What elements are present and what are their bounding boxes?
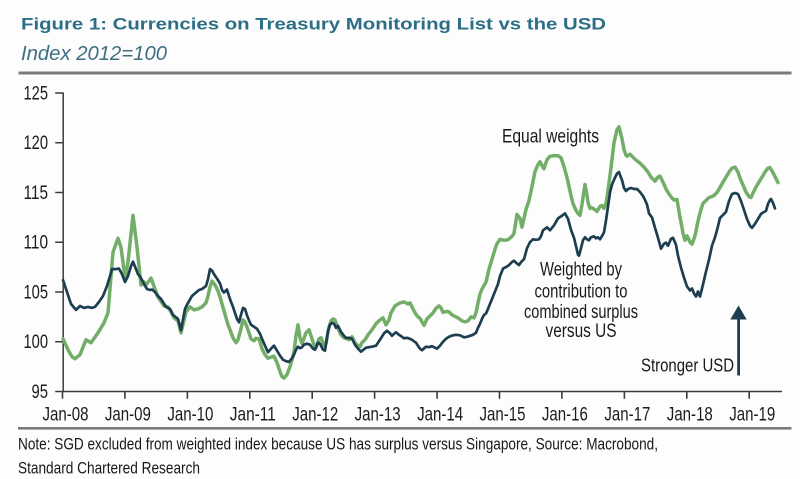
svg-text:Jan-09: Jan-09: [105, 404, 151, 426]
svg-text:combined surplus: combined surplus: [524, 302, 638, 323]
svg-text:Jan-16: Jan-16: [542, 404, 588, 426]
svg-text:125: 125: [24, 83, 49, 104]
svg-text:Jan-08: Jan-08: [43, 404, 89, 426]
svg-text:Weighted by: Weighted by: [540, 259, 622, 280]
svg-text:Jan-10: Jan-10: [167, 404, 213, 426]
svg-text:versus US: versus US: [546, 321, 617, 342]
svg-text:contribution to: contribution to: [535, 282, 628, 303]
svg-text:95: 95: [32, 382, 49, 403]
svg-text:Jan-19: Jan-19: [729, 404, 775, 426]
svg-text:Figure 1: Currencies on Treasu: Figure 1: Currencies on Treasury Monitor…: [21, 14, 606, 33]
svg-text:115: 115: [24, 183, 49, 204]
svg-text:Jan-17: Jan-17: [604, 404, 650, 426]
svg-text:Jan-13: Jan-13: [355, 404, 401, 426]
svg-text:Jan-11: Jan-11: [230, 404, 276, 426]
svg-text:Index 2012=100: Index 2012=100: [21, 43, 167, 65]
svg-text:100: 100: [24, 332, 49, 353]
svg-text:Stronger USD: Stronger USD: [641, 354, 734, 375]
svg-text:Note: SGD excluded from weight: Note: SGD excluded from weighted index b…: [18, 436, 658, 454]
svg-text:110: 110: [24, 233, 49, 254]
svg-text:Jan-14: Jan-14: [417, 404, 463, 426]
svg-text:Jan-15: Jan-15: [480, 404, 526, 426]
svg-text:120: 120: [24, 133, 49, 154]
svg-text:Jan-12: Jan-12: [292, 404, 338, 426]
svg-text:Equal weights: Equal weights: [502, 127, 599, 148]
svg-text:105: 105: [24, 282, 49, 303]
svg-text:Standard Chartered Research: Standard Chartered Research: [18, 459, 200, 477]
svg-text:Jan-18: Jan-18: [667, 404, 713, 426]
